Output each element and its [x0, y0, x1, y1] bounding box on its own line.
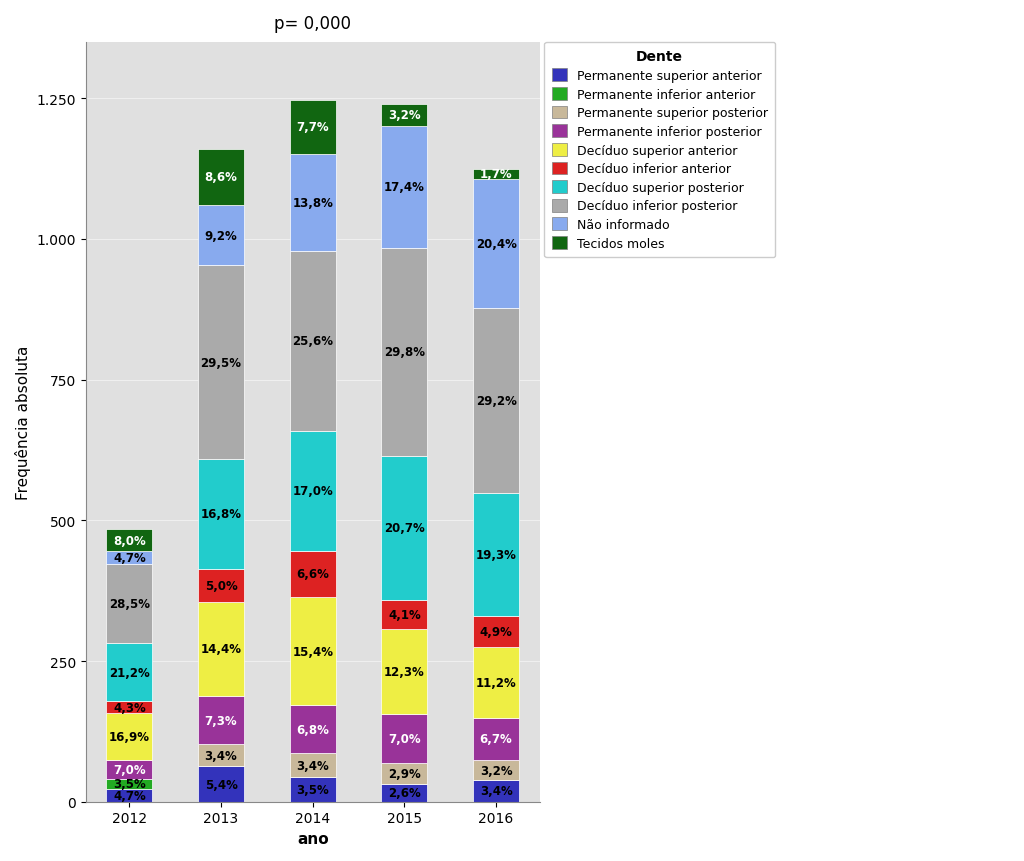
Text: 7,0%: 7,0%: [113, 763, 145, 776]
Bar: [382, 784, 427, 802]
X-axis label: ano: ano: [297, 831, 329, 846]
Text: 6,7%: 6,7%: [479, 733, 512, 746]
Title: p= 0,000: p= 0,000: [274, 15, 351, 33]
Bar: [198, 766, 244, 802]
Text: 29,5%: 29,5%: [201, 356, 242, 369]
Bar: [382, 456, 427, 600]
Bar: [473, 309, 519, 493]
Text: 6,6%: 6,6%: [296, 567, 329, 580]
Bar: [473, 760, 519, 780]
Text: 3,4%: 3,4%: [205, 749, 238, 762]
Bar: [290, 753, 336, 777]
Text: 14,4%: 14,4%: [201, 642, 242, 656]
Text: 29,2%: 29,2%: [476, 395, 516, 408]
Bar: [473, 718, 519, 760]
Bar: [106, 789, 153, 802]
Bar: [382, 764, 427, 784]
Bar: [382, 600, 427, 629]
Text: 3,4%: 3,4%: [479, 784, 512, 797]
Bar: [290, 101, 336, 155]
Text: 2,9%: 2,9%: [388, 767, 421, 780]
Text: 15,4%: 15,4%: [292, 645, 333, 658]
Bar: [382, 715, 427, 764]
Text: 8,6%: 8,6%: [205, 171, 238, 184]
Bar: [382, 105, 427, 127]
Text: 4,3%: 4,3%: [113, 701, 145, 714]
Text: 28,5%: 28,5%: [109, 598, 150, 610]
Text: 3,5%: 3,5%: [296, 783, 329, 796]
Text: 4,7%: 4,7%: [113, 552, 145, 565]
Text: 9,2%: 9,2%: [205, 229, 238, 243]
Bar: [106, 552, 153, 565]
Text: 5,0%: 5,0%: [205, 579, 238, 592]
Text: 12,3%: 12,3%: [384, 666, 425, 678]
Bar: [106, 530, 153, 552]
Bar: [198, 206, 244, 266]
Bar: [198, 602, 244, 697]
Bar: [106, 779, 153, 789]
Bar: [198, 266, 244, 459]
Bar: [290, 598, 336, 705]
Bar: [290, 551, 336, 598]
Text: 3,4%: 3,4%: [296, 759, 329, 771]
Bar: [198, 744, 244, 766]
Text: 6,8%: 6,8%: [296, 723, 329, 736]
Bar: [473, 780, 519, 802]
Bar: [382, 248, 427, 456]
Text: 16,8%: 16,8%: [201, 508, 242, 521]
Text: 4,1%: 4,1%: [388, 608, 421, 621]
Bar: [473, 180, 519, 309]
Text: 25,6%: 25,6%: [292, 335, 333, 348]
Text: 11,2%: 11,2%: [476, 676, 516, 689]
Bar: [473, 170, 519, 180]
Bar: [106, 643, 153, 702]
Bar: [198, 569, 244, 602]
Bar: [106, 702, 153, 714]
Text: 21,2%: 21,2%: [109, 666, 150, 678]
Bar: [290, 251, 336, 431]
Bar: [290, 431, 336, 551]
Text: 7,7%: 7,7%: [296, 121, 329, 134]
Bar: [382, 127, 427, 248]
Text: 20,7%: 20,7%: [384, 522, 425, 535]
Text: 3,5%: 3,5%: [113, 777, 145, 790]
Text: 29,8%: 29,8%: [384, 345, 425, 359]
Bar: [198, 697, 244, 744]
Bar: [290, 155, 336, 251]
Bar: [290, 777, 336, 802]
Bar: [106, 760, 153, 779]
Bar: [473, 647, 519, 718]
Text: 13,8%: 13,8%: [292, 196, 333, 209]
Text: 4,7%: 4,7%: [113, 789, 145, 802]
Bar: [382, 629, 427, 715]
Legend: Permanente superior anterior, Permanente inferior anterior, Permanente superior : Permanente superior anterior, Permanente…: [544, 43, 775, 257]
Text: 19,3%: 19,3%: [476, 548, 516, 561]
Bar: [290, 705, 336, 753]
Bar: [106, 565, 153, 643]
Text: 2,6%: 2,6%: [388, 786, 421, 799]
Text: 1,7%: 1,7%: [480, 168, 512, 181]
Text: 5,4%: 5,4%: [205, 777, 238, 790]
Text: 7,0%: 7,0%: [388, 733, 421, 746]
Bar: [473, 493, 519, 616]
Bar: [198, 150, 244, 206]
Bar: [198, 459, 244, 569]
Text: 20,4%: 20,4%: [476, 238, 516, 251]
Bar: [106, 714, 153, 760]
Text: 8,0%: 8,0%: [113, 534, 145, 547]
Text: 17,0%: 17,0%: [292, 485, 333, 498]
Text: 7,3%: 7,3%: [205, 714, 238, 727]
Text: 3,2%: 3,2%: [480, 764, 512, 777]
Text: 3,2%: 3,2%: [388, 109, 421, 122]
Text: 4,9%: 4,9%: [479, 625, 513, 638]
Bar: [473, 616, 519, 647]
Text: 17,4%: 17,4%: [384, 181, 425, 194]
Y-axis label: Frequência absoluta: Frequência absoluta: [15, 345, 31, 499]
Text: 16,9%: 16,9%: [109, 730, 150, 743]
